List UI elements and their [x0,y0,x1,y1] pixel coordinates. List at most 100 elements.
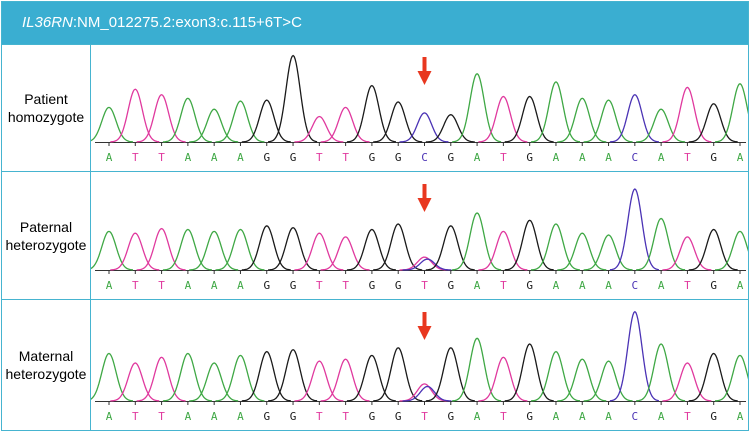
peak-g [373,223,423,271]
base-call-t: T [684,410,691,423]
peak-g [346,228,396,271]
peak-g [268,348,318,402]
peak-a [557,232,607,271]
gene-name: IL36RN [22,14,73,31]
peak-g [241,225,291,271]
base-call-a: A [237,410,244,423]
peak-a [91,230,134,271]
base-call-a: A [185,279,192,292]
panel-maternal: Maternal heterozygote A T T A A A G G T T G G T G A T G A… [2,299,748,430]
peak-t [478,95,528,143]
base-call-t: T [684,279,691,292]
panel-paternal: Paternal heterozygote A T T A A A G G T T G G T G A T G A… [2,171,748,299]
base-call-g: G [395,279,402,292]
peak-a [452,212,502,271]
base-call-t: T [684,151,691,164]
peak-g [346,84,396,143]
base-call-a: A [605,151,612,164]
peak-a [162,228,212,271]
base-call-c: C [632,151,639,164]
base-call-a: A [737,151,744,164]
base-call-a: A [605,410,612,423]
panel-divider [90,172,91,299]
peak-t [662,236,712,271]
peak-g [241,350,291,402]
peak-t [110,88,160,143]
base-call-a: A [579,279,586,292]
peak-t [110,232,160,271]
peak-a [715,230,748,271]
base-call-a: A [106,151,113,164]
panel-label: Maternal heterozygote [2,300,90,430]
base-call-g: G [395,410,402,423]
base-call-t: T [132,279,139,292]
variant-name: :NM_012275.2:exon3:c.115+6T>C [72,14,302,31]
peak-t [478,356,528,402]
base-call-a: A [185,410,192,423]
base-call-a: A [553,151,560,164]
variant-arrow-icon [417,184,432,212]
peak-a [162,352,212,402]
figure-title: IL36RN:NM_012275.2:exon3:c.115+6T>C [2,2,748,44]
base-call-a: A [237,279,244,292]
base-call-t: T [500,279,507,292]
peak-a [189,362,239,402]
base-call-t: T [316,279,323,292]
peak-a [189,230,239,271]
base-call-g: G [369,410,376,423]
base-call-g: G [710,151,717,164]
panel-divider [90,300,91,430]
peak-a [215,228,265,271]
peak-t [294,115,344,143]
peak-g [425,225,475,271]
base-call-c: C [632,410,639,423]
base-call-g: G [263,151,270,164]
peak-a [636,108,686,143]
base-call-a: A [185,151,192,164]
peak-c-secondary [402,385,452,402]
base-call-g: G [447,279,454,292]
peak-a [189,108,239,143]
peak-t [294,232,344,271]
base-call-a: A [553,410,560,423]
base-call-a: A [106,410,113,423]
panel-label-line2: homozygote [7,109,85,125]
peak-t [136,356,186,402]
peak-g [268,226,318,271]
peak-t [320,236,370,271]
base-call-a: A [211,410,218,423]
base-call-a: A [474,279,481,292]
base-call-a: A [737,279,744,292]
peak-g [688,352,738,402]
base-call-g: G [710,410,717,423]
peak-a [215,354,265,402]
panel-label-line1: Patient [24,91,68,107]
panel-patient: Patient homozygote A T T A A A G G T T G G C G A T G A A A C… [2,44,748,171]
peak-a [91,352,133,402]
peak-a [557,97,607,143]
panel-label: Paternal heterozygote [2,172,90,299]
peak-g [373,347,423,402]
base-call-g: G [526,151,533,164]
peak-g [425,347,475,402]
panel-divider [90,45,91,171]
peak-t [399,383,449,402]
base-call-t: T [500,151,507,164]
peak-a [162,97,212,143]
peak-t [478,230,528,271]
peak-a [714,354,748,402]
base-call-t: T [500,410,507,423]
panel-label-line2: heterozygote [5,366,87,382]
base-call-g: G [369,151,376,164]
peak-g [346,354,396,402]
peak-g [268,54,318,143]
peak-a [583,360,633,402]
peak-g [688,103,738,143]
base-call-t: T [158,151,165,164]
base-call-t: T [316,410,323,423]
base-call-a: A [737,410,744,423]
panel-label-line1: Paternal [19,218,73,235]
